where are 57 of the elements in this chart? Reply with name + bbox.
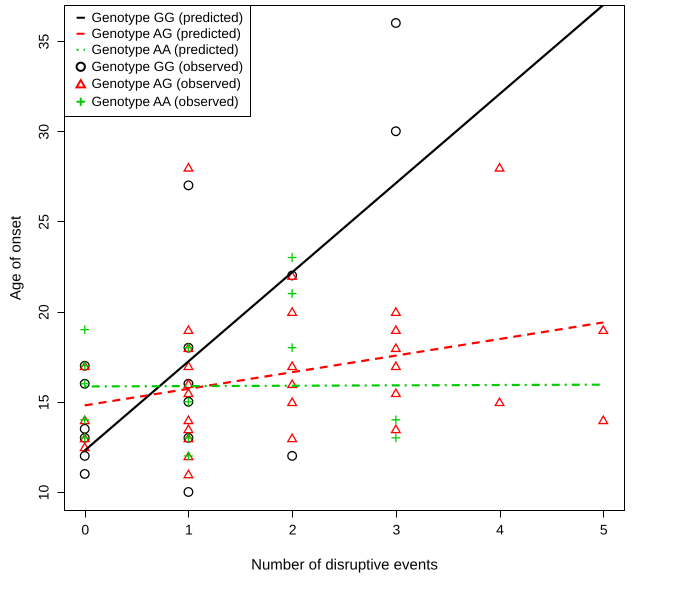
y-tick-label: 20: [36, 304, 52, 320]
y-tick-label: 30: [36, 124, 52, 140]
point: [494, 162, 505, 172]
point: [287, 433, 298, 442]
point: [287, 361, 298, 370]
x-axis-title: Number of disruptive events: [251, 556, 438, 574]
point: [183, 415, 194, 424]
point: [287, 252, 298, 262]
point: [183, 424, 194, 434]
point: [183, 470, 194, 478]
point: [390, 343, 401, 352]
point: [183, 162, 194, 172]
point: [287, 288, 298, 299]
point: [80, 450, 90, 461]
point: [390, 424, 401, 434]
point: [390, 18, 401, 28]
point: [287, 307, 298, 316]
legend-label: Genotype AA (predicted): [92, 42, 239, 57]
legend-label: Genotype AG (predicted): [92, 26, 241, 41]
point: [80, 442, 90, 452]
x-tick-label: 2: [288, 522, 297, 538]
legend-label: Genotype GG (predicted): [92, 10, 244, 25]
x-tick-label: 4: [496, 522, 504, 538]
legend-label: Genotype AA (observed): [92, 94, 239, 109]
point: [183, 325, 194, 334]
point: [183, 486, 194, 497]
point: [183, 388, 194, 398]
y-tick-label: 25: [36, 214, 52, 230]
point: [390, 432, 401, 443]
point: [287, 397, 298, 406]
legend-label: Genotype GG (observed): [92, 58, 244, 74]
x-tick-label: 5: [600, 522, 608, 538]
x-tick-label: 1: [185, 522, 194, 538]
point: [80, 468, 90, 479]
y-tick-label: 10: [36, 484, 52, 500]
point: [390, 388, 401, 398]
x-tick-label: 0: [81, 522, 90, 538]
point: [390, 414, 401, 425]
x-tick-label: 3: [392, 522, 400, 538]
point: [80, 324, 90, 335]
point: [183, 180, 194, 190]
y-tick-label: 35: [36, 34, 52, 50]
y-tick-label: 15: [36, 394, 52, 410]
point: [390, 325, 401, 334]
point: [390, 307, 401, 316]
point: [287, 450, 298, 461]
point: [598, 325, 608, 334]
legend-label: Genotype AG (observed): [92, 76, 241, 91]
point: [390, 361, 401, 370]
point: [494, 397, 505, 406]
point: [287, 342, 298, 353]
point: [80, 424, 90, 434]
y-axis-title: Age of onset: [8, 215, 24, 300]
point: [287, 379, 298, 388]
point: [598, 415, 608, 424]
point: [390, 126, 401, 136]
point: [183, 361, 194, 370]
